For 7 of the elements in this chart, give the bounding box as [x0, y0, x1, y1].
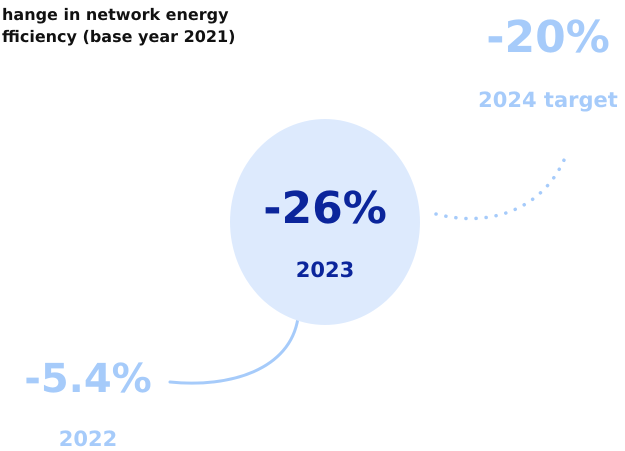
text: hange in network energy fficiency (base year 2021)	[2, 5, 236, 46]
category-label: 2022	[58, 427, 118, 451]
category-label: 2023	[296, 258, 354, 282]
data-label: -20%	[486, 12, 610, 63]
category-label: 2024 target	[478, 88, 618, 112]
data-label: -5.4%	[24, 356, 152, 402]
data-label: -26%	[263, 183, 387, 234]
